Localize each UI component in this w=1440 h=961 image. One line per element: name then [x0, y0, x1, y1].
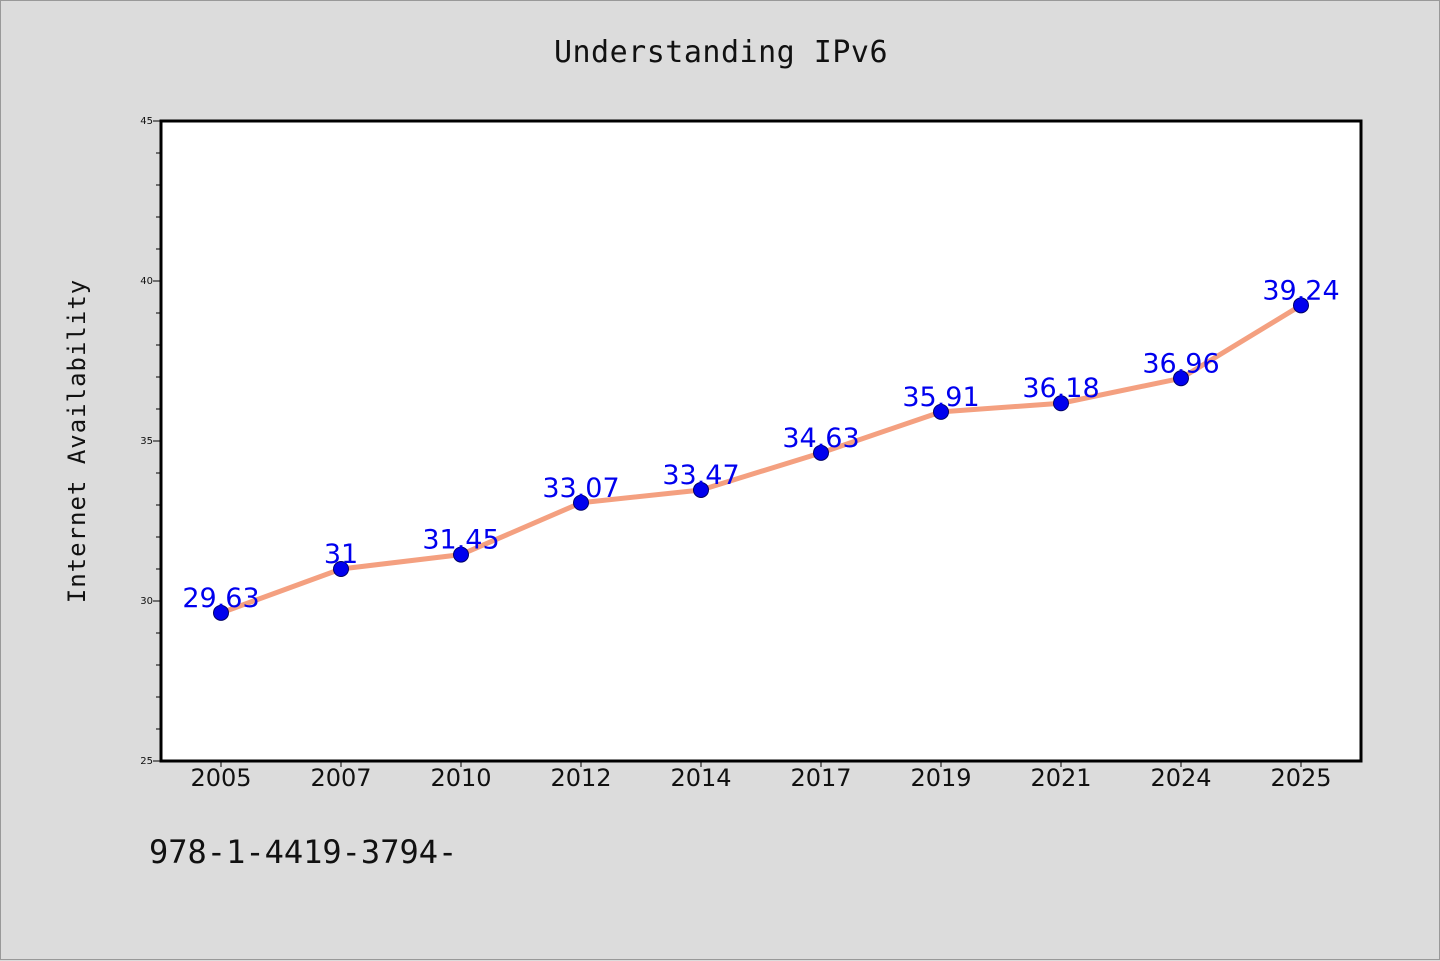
x-tick-label: 2021: [1030, 764, 1091, 792]
y-tick-label: 30: [140, 596, 153, 607]
data-point: [333, 561, 349, 577]
chart-title: Understanding IPv6: [553, 35, 889, 70]
x-tick-label: 2017: [790, 764, 851, 792]
data-point: [933, 403, 949, 420]
data-label: 34.63: [782, 423, 859, 454]
data-label: 33.07: [542, 473, 619, 504]
y-tick-label: 25: [140, 756, 153, 767]
x-tick-label: 2025: [1270, 764, 1331, 792]
x-tick-label: 2005: [190, 764, 251, 792]
plot-area: [159, 119, 1363, 763]
data-label: 29.63: [182, 583, 259, 614]
y-axis-label: Internet Availability: [63, 279, 91, 603]
data-label: 31.45: [422, 525, 499, 556]
x-tick-label: 2014: [670, 764, 731, 792]
series-line: [218, 302, 1304, 616]
isbn-footer-text: 978-1-4419-3794-: [149, 833, 458, 871]
data-label: 31: [324, 539, 358, 570]
data-label: 33.47: [662, 460, 739, 491]
y-tick-label: 45: [140, 116, 153, 127]
data-point: [453, 546, 469, 563]
data-point: [213, 604, 229, 621]
x-tick-label: 2012: [550, 764, 611, 792]
data-point: [1053, 395, 1069, 412]
x-tick-label: 2007: [310, 764, 371, 792]
data-point: [1173, 370, 1189, 387]
data-point: [693, 481, 709, 498]
x-tick-label: 2010: [430, 764, 491, 792]
x-tick-label: 2019: [910, 764, 971, 792]
data-point: [573, 494, 589, 511]
data-point: [813, 444, 829, 461]
x-tick-label: 2024: [1150, 764, 1211, 792]
y-tick-label: 35: [140, 436, 153, 447]
data-label: 35.91: [902, 382, 979, 413]
data-label: 39.24: [1262, 275, 1339, 306]
y-tick-label: 40: [140, 276, 153, 287]
data-label: 36.96: [1142, 348, 1219, 379]
data-label: 36.18: [1022, 373, 1099, 404]
data-point: [1293, 297, 1309, 314]
